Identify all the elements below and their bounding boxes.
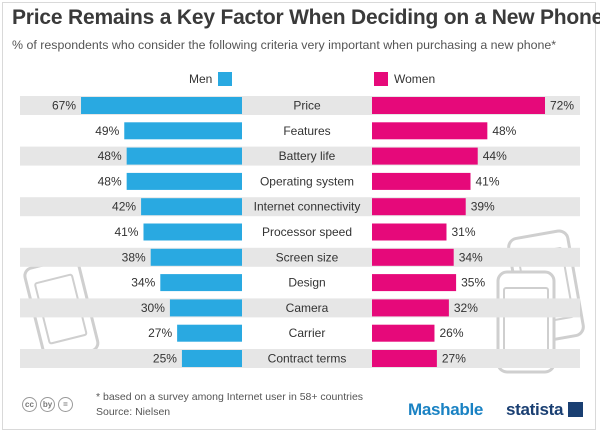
category-label-10: Contract terms	[268, 352, 347, 366]
bar-women-8	[372, 299, 449, 317]
footnote: * based on a survey among Internet user …	[96, 390, 363, 420]
legend-men-swatch	[218, 72, 233, 86]
bar-men-0	[81, 97, 242, 114]
category-label-3: Operating system	[260, 174, 354, 188]
bar-men-4	[141, 198, 242, 216]
bar-women-2	[372, 147, 478, 165]
label-women-2: 44%	[483, 149, 507, 163]
label-women-0: 72%	[550, 99, 574, 113]
bar-men-6	[150, 248, 242, 266]
statista-logo: statista	[506, 400, 564, 419]
label-men-2: 48%	[98, 149, 122, 163]
label-men-5: 41%	[114, 225, 138, 239]
label-women-4: 39%	[471, 200, 495, 214]
legend-men-label: Men	[189, 72, 213, 86]
label-men-9: 27%	[148, 326, 172, 340]
category-label-7: Design	[288, 276, 325, 290]
chart-subtitle: % of respondents who consider the follow…	[12, 38, 557, 52]
statista-logo-icon	[568, 402, 583, 417]
label-men-6: 38%	[122, 250, 146, 264]
legend-women-label: Women	[394, 72, 436, 86]
label-men-4: 42%	[112, 200, 136, 214]
license-icons: cc by =	[22, 397, 73, 412]
label-men-8: 30%	[141, 301, 165, 315]
bar-men-9	[177, 324, 242, 342]
bar-men-10	[181, 350, 242, 367]
bar-women-4	[372, 198, 466, 216]
label-women-8: 32%	[454, 301, 478, 315]
survey-note: * based on a survey among Internet user …	[96, 391, 364, 403]
category-label-2: Battery life	[279, 149, 336, 163]
bar-women-6	[372, 248, 454, 266]
label-men-7: 34%	[131, 276, 155, 290]
label-women-3: 41%	[476, 174, 500, 188]
bar-men-5	[143, 223, 242, 241]
infographic-frame	[2, 2, 596, 430]
source-note: Source: Nielsen	[96, 406, 171, 418]
bar-women-7	[372, 274, 457, 292]
bar-women-0	[372, 97, 545, 114]
chart-title: Price Remains a Key Factor When Deciding…	[12, 6, 600, 29]
bar-women-5	[372, 223, 447, 241]
mashable-logo: Mashable	[408, 400, 484, 419]
label-men-3: 48%	[98, 174, 122, 188]
bar-men-1	[124, 122, 242, 140]
category-label-9: Carrier	[289, 326, 326, 340]
nd-icon: =	[58, 397, 73, 412]
bar-men-7	[160, 274, 242, 292]
bar-men-8	[169, 299, 242, 317]
legend-men: Men	[189, 72, 233, 86]
category-label-0: Price	[293, 99, 321, 113]
label-women-1: 48%	[492, 124, 516, 138]
label-men-0: 67%	[52, 99, 76, 113]
label-women-7: 35%	[461, 276, 485, 290]
bar-women-9	[372, 324, 435, 342]
label-women-5: 31%	[451, 225, 475, 239]
legend-women: Women	[374, 72, 435, 86]
bar-men-2	[126, 147, 242, 165]
label-women-10: 27%	[442, 352, 466, 366]
by-icon: by	[40, 397, 55, 412]
label-women-9: 26%	[439, 326, 463, 340]
label-women-6: 34%	[459, 250, 483, 264]
bar-women-3	[372, 172, 471, 190]
bar-men-3	[126, 172, 242, 190]
category-label-6: Screen size	[276, 250, 339, 264]
category-label-5: Processor speed	[262, 225, 352, 239]
category-label-4: Internet connectivity	[254, 200, 361, 214]
category-label-8: Camera	[286, 301, 329, 315]
label-men-10: 25%	[153, 352, 177, 366]
label-men-1: 49%	[95, 124, 119, 138]
bar-women-1	[372, 122, 488, 140]
category-label-1: Features	[283, 124, 330, 138]
bar-women-10	[372, 350, 437, 367]
cc-icon: cc	[22, 397, 37, 412]
legend-women-swatch	[374, 72, 388, 86]
row-stripe	[20, 349, 580, 368]
